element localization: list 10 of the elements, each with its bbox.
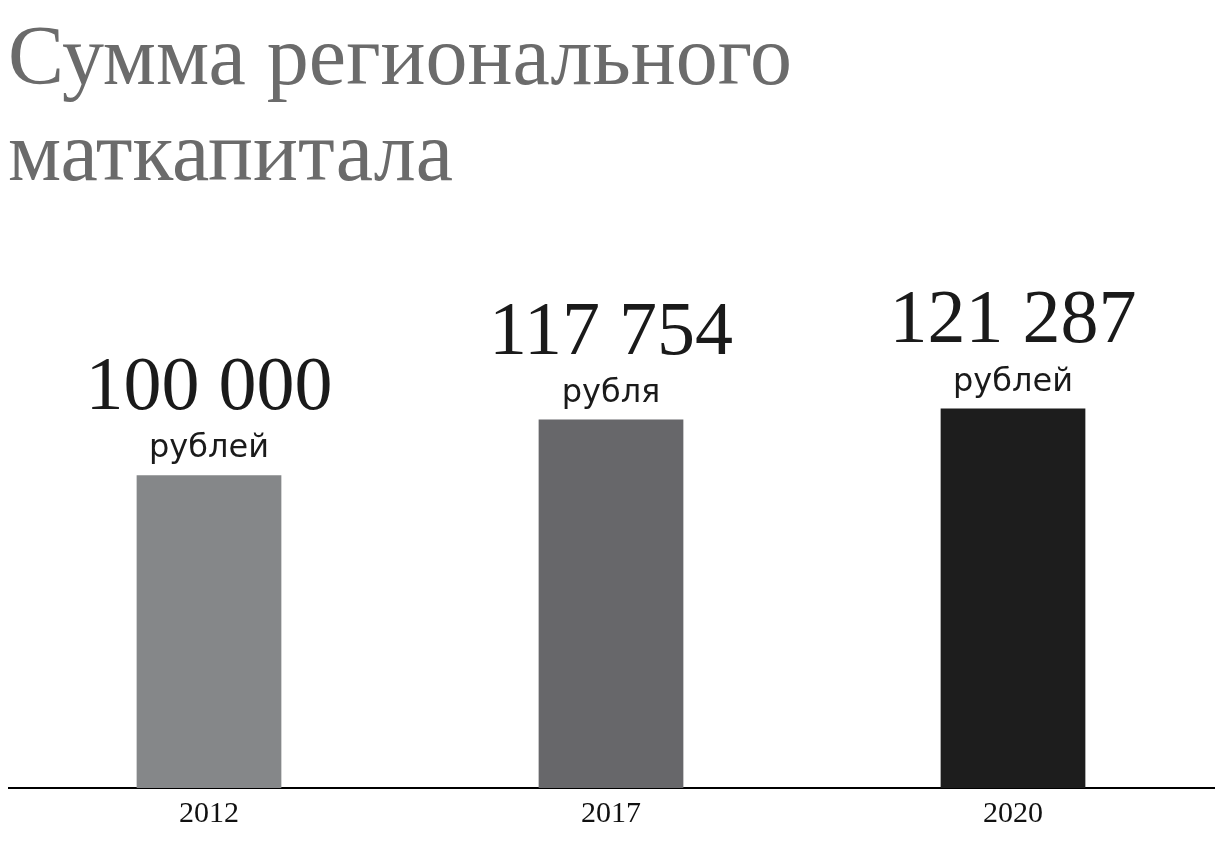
annotation: рублей <box>953 360 1073 399</box>
data-label: 121 287 <box>889 274 1137 359</box>
x-tick-label: 2017 <box>581 794 641 828</box>
annotation: рублей <box>149 427 269 466</box>
chart-title: Сумма регионального маткапитала <box>8 8 794 200</box>
data-label: 117 754 <box>488 285 734 370</box>
x-tick-label: 2020 <box>983 794 1043 828</box>
annotation: рубля <box>561 371 661 410</box>
x-tick-label: 2012 <box>179 794 239 828</box>
data-label: 100 000 <box>85 341 333 426</box>
